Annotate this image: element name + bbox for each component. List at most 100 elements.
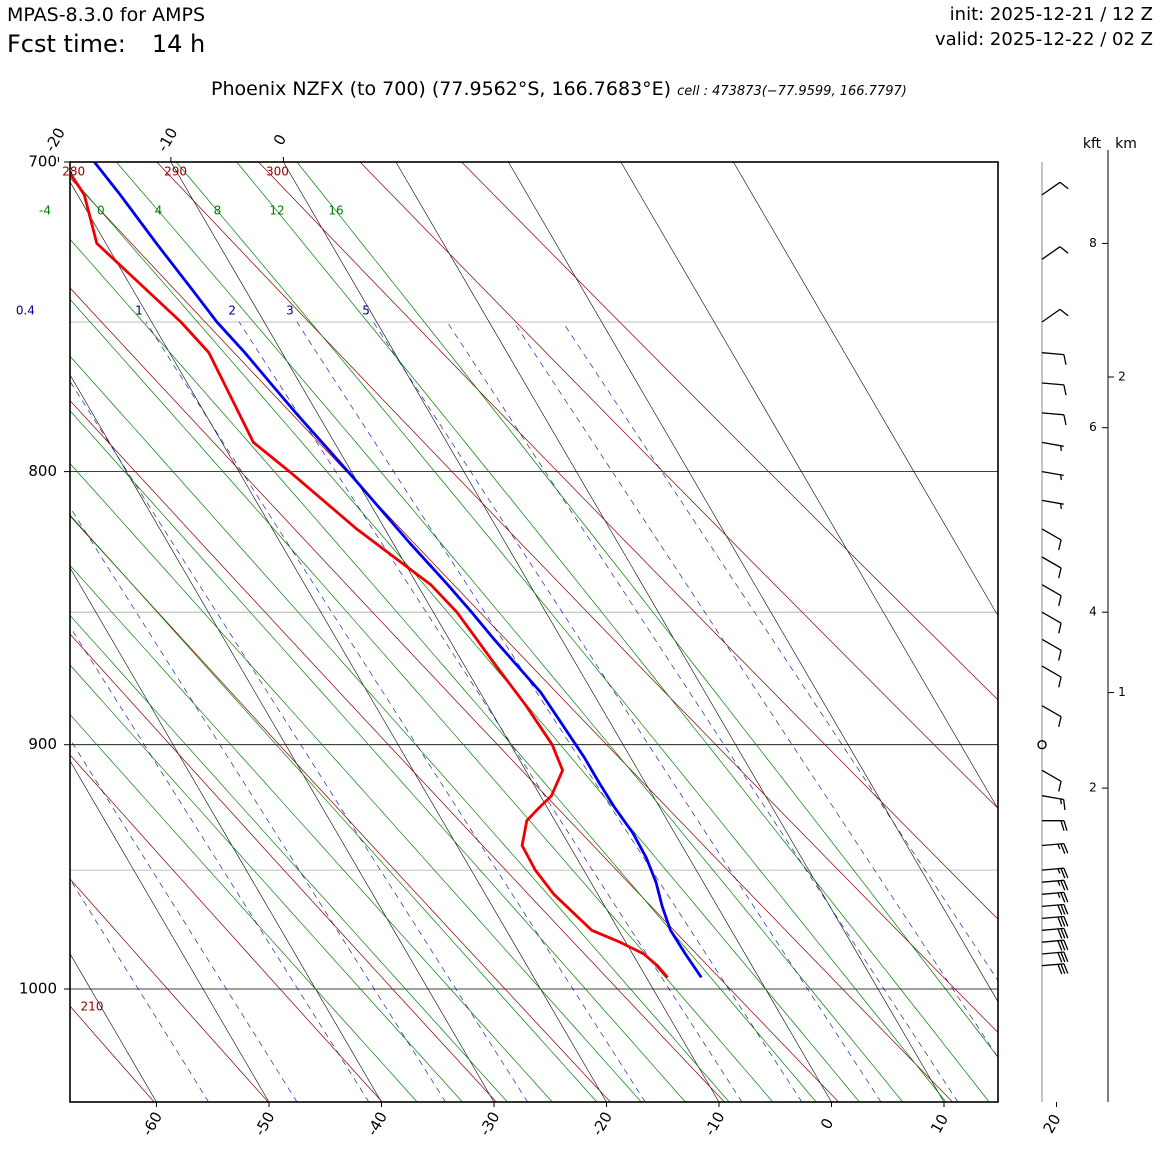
temperature-line [70, 170, 669, 979]
mixing-ratio-2 [238, 321, 743, 1102]
height-axis: kft km 2 4 6 8 1 2 [1083, 136, 1137, 1102]
x-bottom-tick-label: -60 [138, 1109, 166, 1139]
wind-barb [1041, 181, 1069, 196]
barb-flag [1063, 354, 1067, 365]
x-bottom-tick-label: 0 [817, 1115, 837, 1132]
mixing-ratio-16 [562, 321, 998, 982]
barb-flag [1060, 963, 1066, 974]
forecast-time-label: Fcst time: [7, 30, 126, 58]
wind-barb [1042, 820, 1068, 831]
moist-adiabat--20 [70, 463, 642, 1102]
barb-flag [1063, 867, 1069, 879]
barb-flag [1063, 384, 1067, 396]
km-tick-label: 2 [1118, 370, 1126, 384]
mixing-ratio-3 [296, 321, 803, 1102]
wind-barb [1041, 638, 1062, 661]
isotherm--40 [70, 567, 382, 1102]
moist-adiabat-16 [296, 162, 998, 1058]
dry-adiabat-270 [70, 287, 839, 1102]
isotherm-0 [283, 162, 832, 1102]
x-bottom-tick-label: -30 [476, 1109, 504, 1139]
dry-adiabat-230 [70, 754, 383, 1102]
moist-adiabat-8 [175, 162, 947, 1102]
barb-flag [1063, 904, 1069, 915]
moist-adiabat--4 [70, 238, 817, 1102]
barb-shaft [1041, 584, 1062, 597]
barb-flag [1063, 799, 1066, 810]
moist-adiabat--8 [70, 298, 774, 1102]
mixing-ratio-label: 1 [135, 304, 143, 318]
kft-tick-label: 2 [1089, 781, 1097, 795]
moist-adiabat-12 [236, 162, 990, 1102]
wind-barb [1041, 927, 1069, 939]
mixing-ratio-0.4 [70, 380, 528, 1102]
isotherm--50 [70, 760, 270, 1102]
x-top-tick-label: -10 [154, 125, 182, 155]
barb-shaft [1041, 927, 1064, 931]
barb-shaft [1041, 915, 1064, 920]
dry-adiabat-label: 300 [266, 165, 289, 179]
barb-shaft [1041, 665, 1062, 678]
barb-half-flag [1057, 843, 1061, 850]
y-tick-label: 1000 [19, 980, 57, 998]
barb-flag [1063, 951, 1069, 962]
barb-flag [1058, 539, 1062, 551]
wind-barb [1041, 382, 1067, 396]
line-labels: 210220230240250260270280290300-40-36-32-… [16, 165, 370, 1014]
barb-shaft [1041, 842, 1064, 847]
wind-barb [1041, 963, 1069, 975]
barb-flag [1058, 650, 1062, 661]
dry-adiabat-label: 210 [81, 1000, 104, 1014]
dry-adiabat-label: 290 [164, 165, 187, 179]
barb-shaft [1041, 441, 1064, 447]
moist-adiabat--40 [70, 713, 418, 1102]
wind-barb [1041, 842, 1069, 854]
dry-adiabat-280 [70, 177, 953, 1102]
barb-flag [1060, 904, 1066, 915]
barb-half-flag [1060, 503, 1062, 509]
isotherm-20 [508, 162, 998, 1003]
barb-flag [1058, 595, 1062, 607]
barb-shaft [1041, 903, 1064, 908]
wind-barb [1041, 556, 1062, 579]
wind-barb [1041, 528, 1062, 551]
moist-adiabat--28 [70, 564, 553, 1102]
mixing-ratio-12 [513, 321, 998, 1059]
moist-adiabat-label: 12 [269, 204, 284, 218]
moist-adiabat--36 [70, 664, 463, 1102]
km-tick-label: 1 [1118, 685, 1126, 699]
barb-flag [1058, 716, 1062, 728]
isotherm--20 [70, 181, 607, 1102]
x-bottom-tick-label: -20 [588, 1109, 616, 1139]
wind-barb [1041, 441, 1064, 451]
y-tick-label: 700 [28, 153, 57, 171]
barb-shaft [1041, 412, 1064, 416]
wind-barb [1041, 611, 1062, 634]
barb-shaft [1041, 769, 1062, 782]
barb-shaft [1041, 638, 1062, 651]
x-bottom-tick-label: -50 [251, 1109, 279, 1139]
kft-tick-label: 6 [1089, 420, 1097, 434]
wind-barb [1041, 915, 1069, 927]
barb-half-flag [1057, 868, 1061, 874]
model-name: MPAS-8.3.0 for AMPS [7, 4, 206, 26]
barb-flag [1060, 916, 1066, 927]
wind-barb [1041, 939, 1069, 951]
barb-flag [1060, 843, 1066, 854]
barb-shaft [1041, 611, 1062, 624]
wind-barb [1041, 795, 1066, 810]
barb-shaft [1041, 556, 1062, 569]
wind-barb [1041, 891, 1069, 903]
moist-adiabat--32 [70, 614, 508, 1102]
calm-circle [1037, 740, 1047, 750]
station-title: Phoenix NZFX (to 700) (77.9562°S, 166.76… [211, 78, 672, 100]
mixing-ratio-label: 5 [362, 304, 370, 318]
x-bottom-tick-label: -40 [363, 1109, 391, 1139]
wind-barb [1041, 665, 1062, 688]
dry-adiabat-310 [359, 162, 998, 809]
barb-flag [1060, 820, 1065, 831]
barb-shaft [1041, 528, 1062, 541]
barb-flag [1057, 904, 1063, 915]
moist-adiabat-label: -4 [39, 204, 51, 218]
dry-adiabat-label: 280 [62, 165, 85, 179]
